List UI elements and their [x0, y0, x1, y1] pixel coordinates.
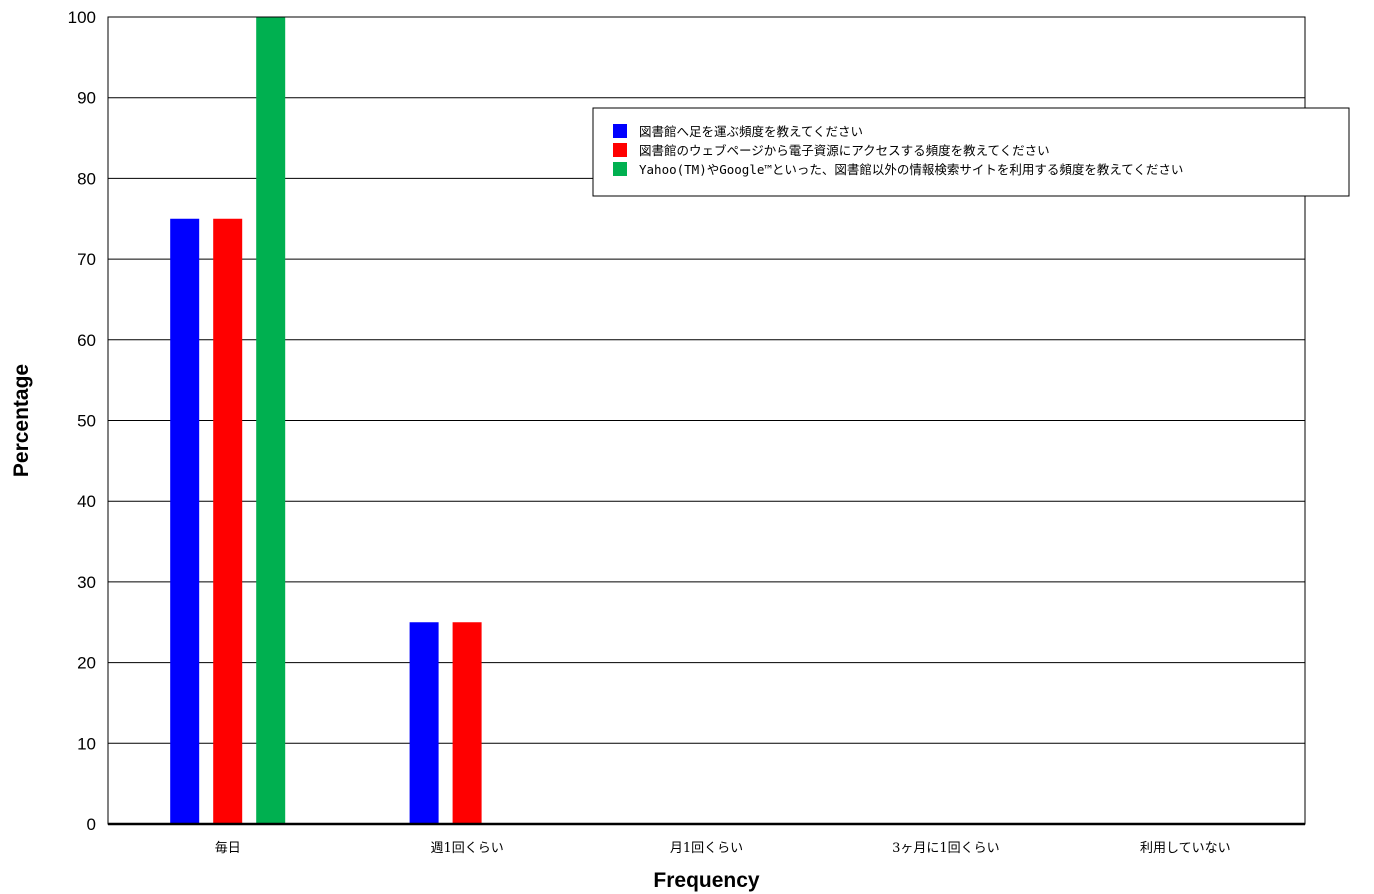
legend-swatch	[613, 143, 627, 157]
y-tick-label: 100	[68, 8, 96, 27]
legend-items: 図書館へ足を運ぶ頻度を教えてください図書館のウェブページから電子資源にアクセスす…	[613, 124, 1183, 177]
x-tick-label: 利用していない	[1140, 841, 1231, 856]
legend-swatch	[613, 124, 627, 138]
legend: 図書館へ足を運ぶ頻度を教えてください図書館のウェブページから電子資源にアクセスす…	[592, 107, 1350, 197]
x-tick-label: 週1回くらい	[430, 841, 503, 856]
y-tick-label: 90	[77, 89, 96, 108]
x-tick-label: 3ヶ月に1回くらい	[892, 841, 1000, 856]
legend-label: Yahoo(TM)やGoogle™といった、図書館以外の情報検索サイトを利用する…	[639, 162, 1183, 177]
bar	[409, 622, 439, 824]
y-tick-label: 50	[77, 412, 96, 431]
y-tick-label: 0	[87, 815, 96, 834]
y-tick-labels: 0 10 20 30 40 50 60 70 80 90 100	[68, 8, 96, 834]
bar	[452, 622, 482, 824]
bar	[256, 17, 286, 824]
x-tick-label: 月1回くらい	[670, 841, 743, 856]
legend-box	[592, 107, 1350, 197]
x-axis-title: Frequency	[653, 869, 760, 892]
y-tick-label: 70	[77, 250, 96, 269]
bar	[213, 218, 243, 824]
y-tick-label: 60	[77, 331, 96, 350]
y-tick-label: 80	[77, 169, 96, 188]
y-tick-label: 30	[77, 573, 96, 592]
y-tick-label: 20	[77, 654, 96, 673]
y-axis-title: Percentage	[10, 364, 33, 477]
legend-label: 図書館のウェブページから電子資源にアクセスする頻度を教えてください	[639, 143, 1050, 158]
legend-swatch	[613, 162, 627, 176]
gridlines	[108, 97, 1305, 744]
y-tick-label: 10	[77, 734, 96, 753]
x-tick-labels: 毎日 週1回くらい 月1回くらい 3ヶ月に1回くらい 利用していない	[215, 840, 1231, 856]
legend-label: 図書館へ足を運ぶ頻度を教えてください	[639, 124, 863, 139]
bar	[170, 218, 200, 824]
y-tick-label: 40	[77, 492, 96, 511]
x-tick-label: 毎日	[215, 840, 241, 856]
bars	[170, 17, 482, 824]
